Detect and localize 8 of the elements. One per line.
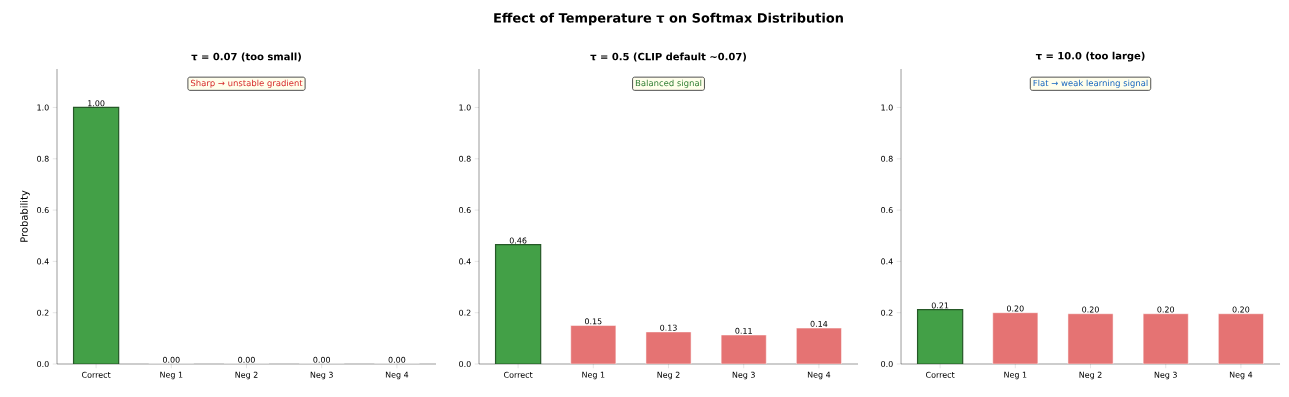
annotation: Sharp → unstable gradient <box>190 79 303 88</box>
chart-title: Effect of Temperature τ on Softmax Distribution <box>494 12 843 26</box>
annotation: Flat → weak learning signal <box>1033 79 1148 88</box>
chart-subtitle: τ = 0.5 (CLIP default ~0.07) <box>590 52 746 62</box>
annotation: Balanced signal <box>635 79 702 88</box>
chart-subtitle: τ = 10.0 (too large) <box>1035 51 1145 62</box>
chart-subtitle: τ = 0.07 (too small) <box>191 52 301 62</box>
y-axis-title: Probability <box>20 190 30 242</box>
